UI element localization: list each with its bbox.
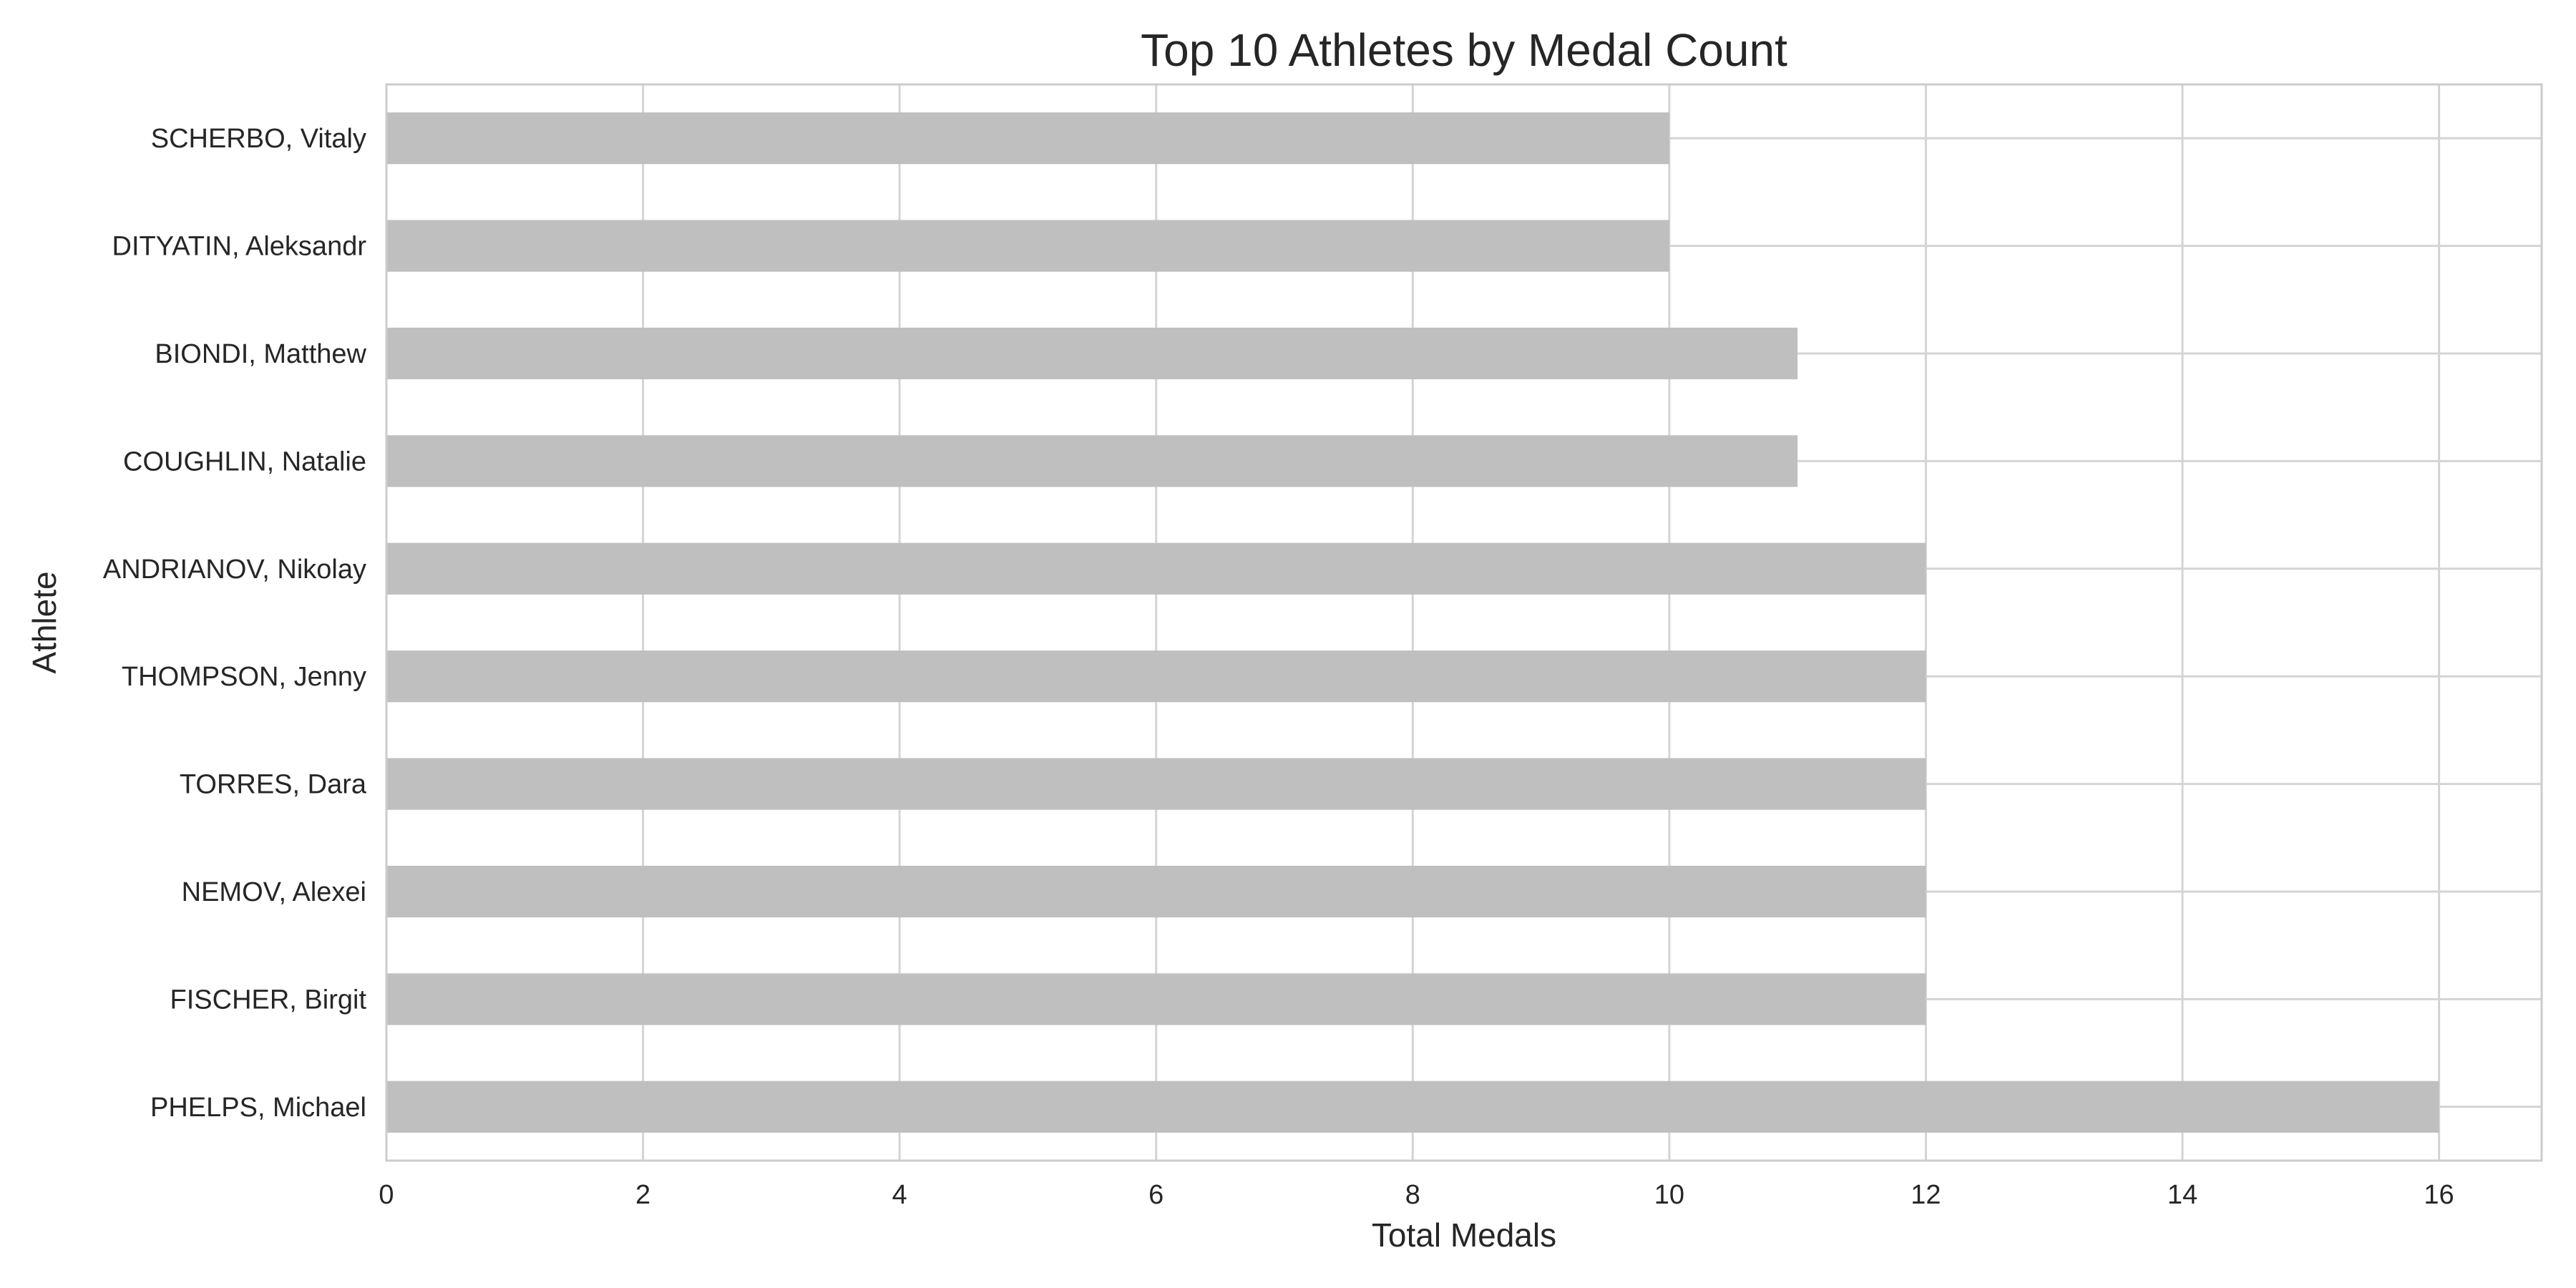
y-tick-label: ANDRIANOV, Nikolay bbox=[103, 555, 366, 585]
y-axis-label: Athlete bbox=[26, 571, 63, 673]
x-tick-label: 4 bbox=[892, 1180, 907, 1210]
bar: SCHERBO, Vitaly: 10 bbox=[386, 112, 1669, 165]
bar: NEMOV, Alexei: 12 bbox=[386, 865, 1926, 918]
x-tick-label: 2 bbox=[635, 1180, 650, 1210]
x-tick-label: 6 bbox=[1148, 1180, 1163, 1210]
x-tick-label: 0 bbox=[379, 1180, 394, 1210]
y-tick-label: COUGHLIN, Natalie bbox=[123, 447, 366, 477]
bar: BIONDI, Matthew: 11 bbox=[386, 327, 1798, 380]
y-tick-label: SCHERBO, Vitaly bbox=[151, 124, 366, 154]
bar: FISCHER, Birgit: 12 bbox=[386, 973, 1926, 1025]
bar: PHELPS, Michael: 16 bbox=[386, 1080, 2439, 1133]
x-axis-label: Total Medals bbox=[1372, 1216, 1556, 1254]
bar-layer: SCHERBO, Vitaly: 10 DITYATIN, Aleksandr: … bbox=[386, 112, 2439, 1133]
y-tick-label: FISCHER, Birgit bbox=[170, 985, 367, 1015]
bar: DITYATIN, Aleksandr: 10 bbox=[386, 220, 1669, 272]
bar: ANDRIANOV, Nikolay: 12 bbox=[386, 542, 1926, 595]
y-tick-label: BIONDI, Matthew bbox=[155, 339, 366, 369]
x-tick-label: 10 bbox=[1654, 1180, 1684, 1210]
bar: TORRES, Dara: 12 bbox=[386, 758, 1926, 810]
y-tick-labels: SCHERBO, Vitaly DITYATIN, Aleksandr BIONDI… bbox=[103, 124, 367, 1123]
bar: COUGHLIN, Natalie: 11 bbox=[386, 435, 1798, 487]
y-tick-label: THOMPSON, Jenny bbox=[122, 662, 366, 692]
plot-frame bbox=[385, 83, 2543, 1162]
chart-title: Top 10 Athletes by Medal Count bbox=[1141, 24, 1787, 76]
y-tick-label: DITYATIN, Aleksandr bbox=[112, 232, 367, 262]
x-tick-label: 8 bbox=[1405, 1180, 1420, 1210]
y-tick-label: NEMOV, Alexei bbox=[182, 877, 366, 907]
x-tick-label: 14 bbox=[2167, 1180, 2197, 1210]
bar: THOMPSON, Jenny: 12 bbox=[386, 650, 1926, 703]
y-tick-label: TORRES, Dara bbox=[180, 770, 367, 800]
x-tick-labels: 0 2 4 6 8 10 12 14 16 bbox=[379, 1180, 2454, 1210]
x-tick-label: 12 bbox=[1911, 1180, 1941, 1210]
x-tick-label: 16 bbox=[2424, 1180, 2454, 1210]
y-tick-label: PHELPS, Michael bbox=[150, 1093, 366, 1123]
